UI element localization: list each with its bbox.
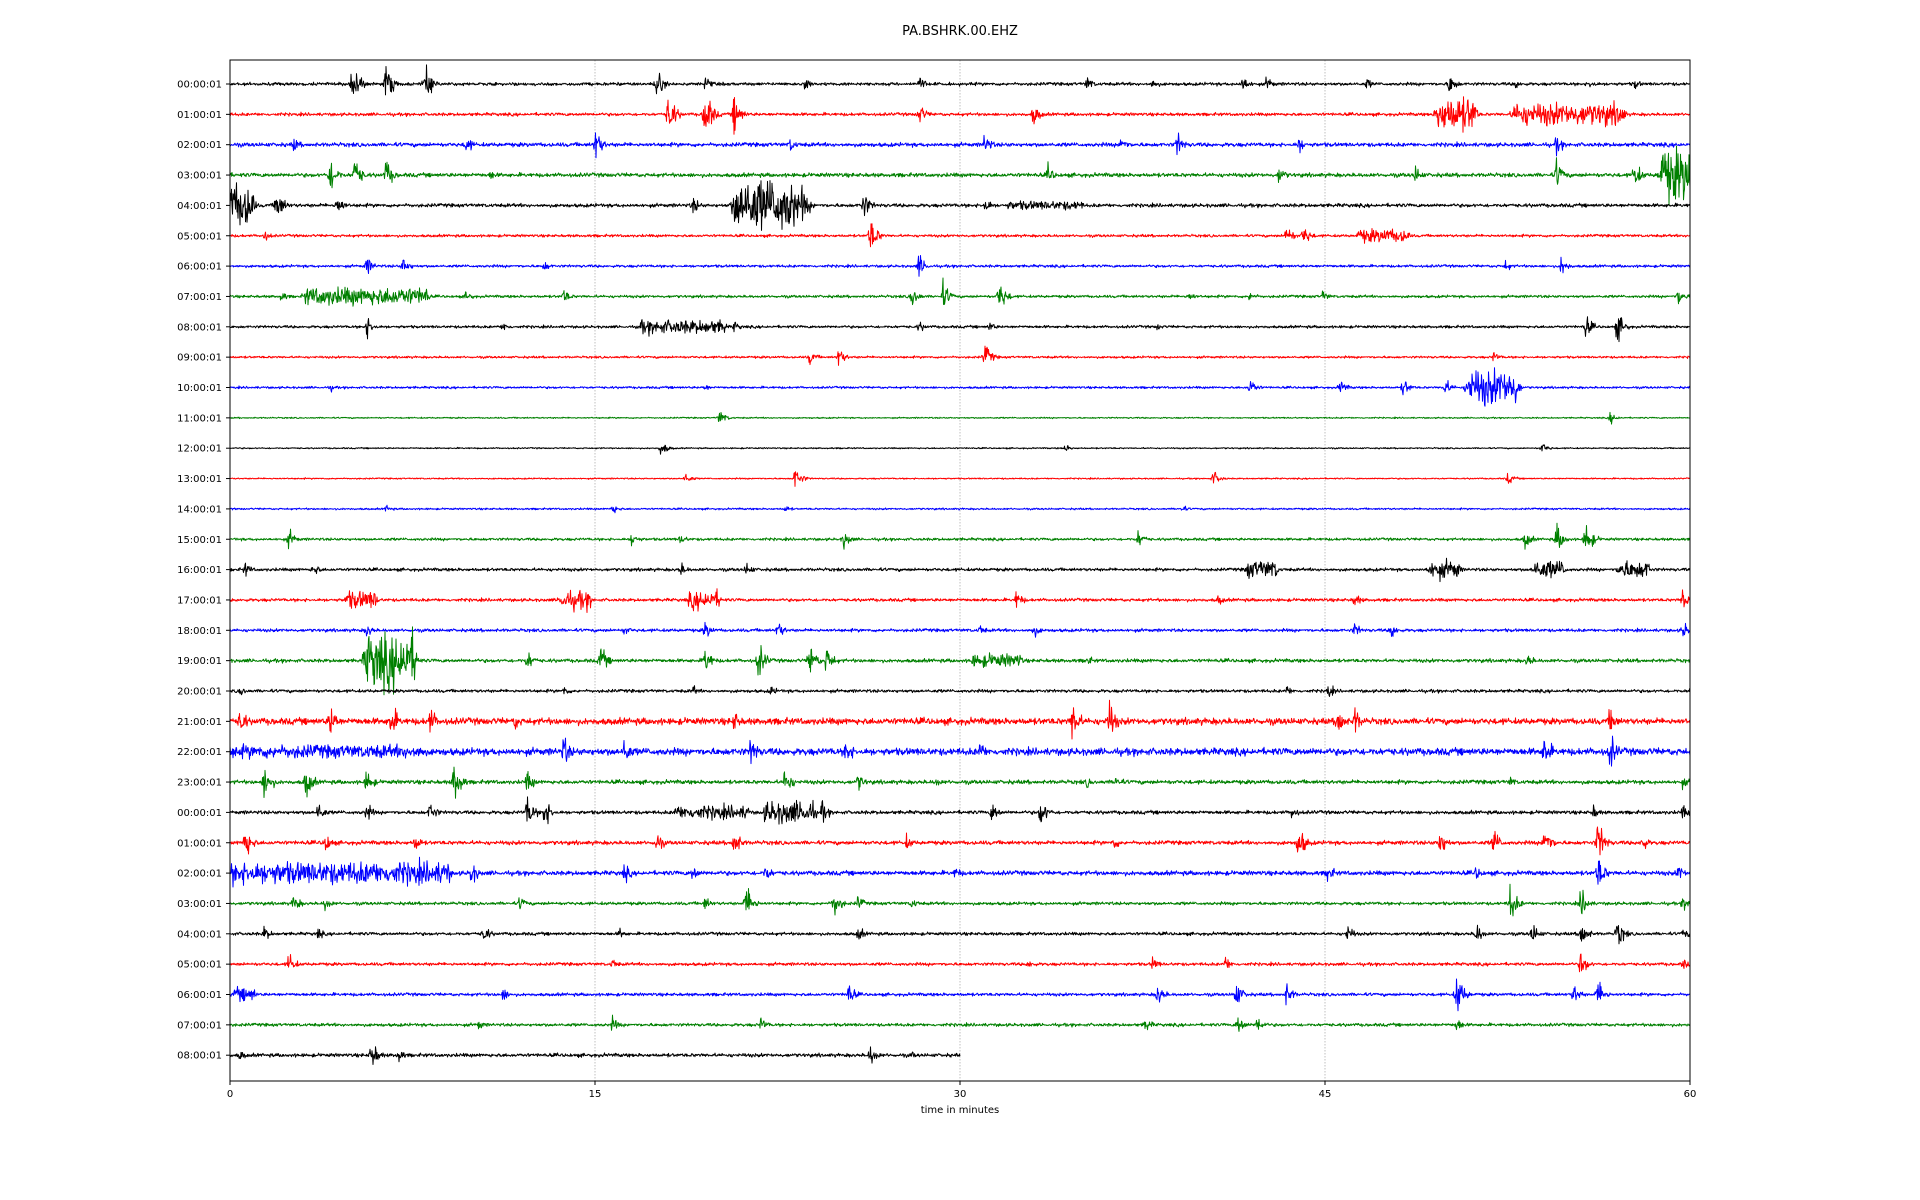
x-axis-label: time in minutes (921, 1105, 1000, 1116)
trace-row-32 (229, 1046, 961, 1065)
y-tick-label: 01:00:01 (177, 838, 222, 849)
trace-row-2 (229, 132, 1691, 159)
trace-row-3 (229, 145, 1691, 206)
trace-row-13 (229, 471, 1690, 487)
trace-row-14 (229, 504, 1691, 514)
trace-row-17 (229, 588, 1691, 613)
y-tick-label: 07:00:01 (177, 1020, 222, 1031)
trace-row-0 (229, 64, 1691, 96)
y-tick-label: 08:00:01 (177, 1051, 222, 1062)
y-tick-label: 02:00:01 (177, 869, 222, 880)
y-tick-label: 19:00:01 (177, 656, 222, 667)
trace-row-30 (229, 978, 1691, 1012)
y-tick-label: 06:00:01 (177, 990, 222, 1001)
y-tick-label: 14:00:01 (177, 504, 222, 515)
x-tick-label: 45 (1319, 1089, 1332, 1100)
trace-row-20 (229, 685, 1691, 697)
y-tick-label: 23:00:01 (177, 778, 222, 789)
x-tick-label: 15 (589, 1089, 602, 1100)
trace-row-15 (229, 522, 1691, 550)
trace-row-19 (229, 626, 1691, 696)
y-tick-labels: 00:00:01 01:00:01 02:00:01 03:00:01 04:00:01… (177, 80, 230, 1062)
y-tick-label: 03:00:01 (177, 171, 222, 182)
y-tick-label: 21:00:01 (177, 717, 222, 728)
trace-row-11 (229, 411, 1691, 425)
y-tick-label: 07:00:01 (177, 292, 222, 303)
y-tick-label: 01:00:01 (177, 110, 222, 121)
traces (229, 64, 1691, 1065)
y-tick-label: 04:00:01 (177, 929, 222, 940)
y-tick-label: 18:00:01 (177, 626, 222, 637)
plot-frame (229, 59, 1691, 1082)
y-tick-label: 05:00:01 (177, 231, 222, 242)
y-tick-label: 12:00:01 (177, 444, 222, 455)
y-tick-label: 05:00:01 (177, 960, 222, 971)
y-tick-label: 10:00:01 (177, 383, 222, 394)
y-tick-label: 06:00:01 (177, 262, 222, 273)
y-tick-label: 02:00:01 (177, 140, 222, 151)
trace-row-12 (229, 444, 1691, 455)
trace-row-6 (229, 255, 1691, 277)
y-tick-label: 08:00:01 (177, 322, 222, 333)
trace-row-26 (229, 856, 1691, 888)
y-tick-label: 03:00:01 (177, 899, 222, 910)
trace-row-7 (229, 277, 1691, 307)
trace-row-23 (229, 766, 1691, 799)
x-tick-label: 0 (227, 1089, 233, 1100)
y-tick-label: 09:00:01 (177, 353, 222, 364)
trace-row-9 (229, 345, 1691, 366)
trace-row-31 (229, 1014, 1691, 1032)
x-axis: 0 15 30 45 60 (227, 1081, 1697, 1100)
trace-row-10 (229, 367, 1691, 407)
trace-row-24 (229, 796, 1691, 825)
trace-row-28 (229, 924, 1691, 945)
trace-row-21 (229, 699, 1691, 740)
trace-row-16 (229, 557, 1691, 583)
trace-row-25 (229, 826, 1691, 856)
y-tick-label: 00:00:01 (177, 80, 222, 91)
x-tick-label: 30 (954, 1089, 967, 1100)
trace-row-29 (229, 953, 1691, 973)
y-tick-label: 13:00:01 (177, 474, 222, 485)
trace-row-18 (229, 621, 1691, 638)
trace-row-8 (229, 316, 1690, 343)
trace-row-27 (229, 883, 1691, 917)
trace-row-1 (229, 96, 1691, 135)
trace-row-5 (230, 223, 1691, 248)
chart-title: PA.BSHRK.00.EHZ (902, 24, 1018, 39)
trace-row-22 (229, 735, 1691, 767)
y-tick-label: 11:00:01 (177, 413, 222, 424)
y-tick-label: 17:00:01 (177, 595, 222, 606)
y-tick-label: 04:00:01 (177, 201, 222, 212)
y-tick-label: 22:00:01 (177, 747, 222, 758)
y-tick-label: 16:00:01 (177, 565, 222, 576)
y-tick-label: 15:00:01 (177, 535, 222, 546)
trace-row-4 (229, 180, 1691, 231)
y-tick-label: 20:00:01 (177, 687, 222, 698)
y-tick-label: 00:00:01 (177, 808, 222, 819)
x-tick-label: 60 (1684, 1089, 1697, 1100)
